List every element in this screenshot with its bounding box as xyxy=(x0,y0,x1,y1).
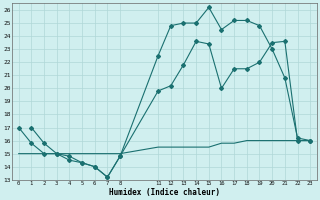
X-axis label: Humidex (Indice chaleur): Humidex (Indice chaleur) xyxy=(109,188,220,197)
